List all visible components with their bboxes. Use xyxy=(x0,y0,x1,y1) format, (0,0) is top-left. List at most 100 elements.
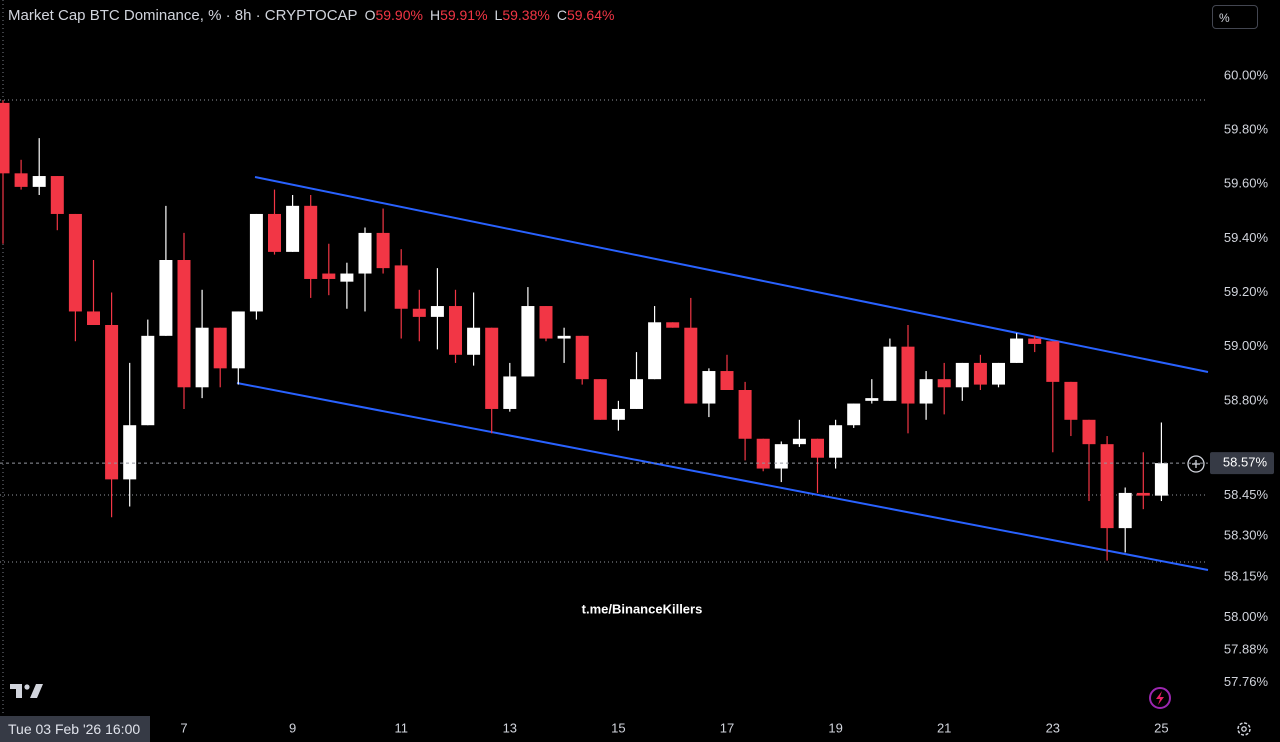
ohlc-key: L xyxy=(494,7,503,23)
x-tick-label: 23 xyxy=(1046,720,1060,735)
candle-body xyxy=(901,346,915,404)
candle-body xyxy=(430,306,444,317)
x-tick-label: 21 xyxy=(937,720,951,735)
y-tick-label: 58.80% xyxy=(1224,392,1269,407)
crosshair-time: Tue 03 Feb '26 16:00 xyxy=(0,716,151,742)
candle-body xyxy=(213,327,227,369)
last-price-box xyxy=(1210,452,1274,475)
y-tick-label: 58.45% xyxy=(1224,487,1269,502)
candle-body xyxy=(268,213,281,252)
y-tick-label: 58.30% xyxy=(1224,528,1269,543)
candle-body xyxy=(141,335,155,426)
candle-body xyxy=(1082,419,1096,445)
candle-body xyxy=(1136,492,1150,496)
x-tick-label: 9 xyxy=(289,720,296,735)
candle-body xyxy=(195,327,209,388)
candle-body xyxy=(1046,341,1060,382)
candle-body xyxy=(376,232,390,269)
candle-body xyxy=(503,376,517,409)
candle-body xyxy=(322,273,336,279)
candle-body xyxy=(231,311,245,369)
candle-body xyxy=(32,176,46,187)
ohlc-value: 59.38% xyxy=(502,7,550,23)
candle-body xyxy=(955,362,969,388)
candle-body xyxy=(738,390,752,439)
candle-body xyxy=(1028,338,1042,344)
candle-body xyxy=(249,213,263,312)
watermark: t.me/BinanceKillers xyxy=(582,601,703,616)
y-tick-label: 58.00% xyxy=(1224,609,1269,624)
channel-upper xyxy=(254,176,1209,373)
candle-body xyxy=(68,213,82,312)
candle-body xyxy=(50,176,64,214)
ohlc-value: 59.91% xyxy=(440,7,488,23)
legend: Market Cap BTC Dominance, % · 8h · CRYPT… xyxy=(8,7,614,24)
candle-body xyxy=(992,362,1005,385)
candle-body xyxy=(811,438,824,458)
y-tick-label: 59.00% xyxy=(1224,338,1269,353)
ohlc-value: 59.90% xyxy=(375,7,423,23)
channel-lower xyxy=(236,382,1209,571)
candle-body xyxy=(449,306,462,355)
candle-body xyxy=(105,325,119,480)
candle-body xyxy=(14,173,28,187)
candle-body xyxy=(684,327,698,404)
candle-body xyxy=(829,425,843,458)
candle-body xyxy=(286,205,300,252)
candle-body xyxy=(593,379,607,420)
candle-body xyxy=(123,425,137,480)
x-tick-label: 17 xyxy=(720,720,734,735)
candle-body xyxy=(883,346,897,401)
ohlc-key: O xyxy=(364,7,376,23)
candle-body xyxy=(177,260,191,388)
candle-body xyxy=(611,408,625,420)
candle-body xyxy=(358,232,372,274)
candle-body xyxy=(394,265,408,309)
y-tick-label: 59.80% xyxy=(1224,121,1269,136)
candle-body xyxy=(0,102,10,174)
candle-body xyxy=(774,444,788,469)
last-price-label: 58.57% xyxy=(1223,455,1268,470)
candle-body xyxy=(865,398,879,401)
ohlc-key: H xyxy=(429,7,441,23)
candle-body xyxy=(919,379,933,404)
candle-body xyxy=(630,379,643,409)
lightning-icon[interactable] xyxy=(1149,687,1171,709)
tv-logo xyxy=(10,684,43,698)
candle-body xyxy=(1118,492,1132,529)
candle-body xyxy=(792,438,806,445)
candle-body xyxy=(720,371,734,390)
x-tick-label: 15 xyxy=(611,720,625,735)
settings-icon[interactable] xyxy=(1237,722,1251,736)
candle-body xyxy=(648,322,662,380)
x-tick-label: 25 xyxy=(1154,720,1168,735)
candle-body xyxy=(87,311,100,325)
y-tick-label: 57.88% xyxy=(1224,641,1269,656)
y-tick-label: 58.15% xyxy=(1224,568,1269,583)
x-tick-label: 7 xyxy=(180,720,187,735)
candle-body xyxy=(159,260,173,336)
ohlc-key: C xyxy=(556,7,567,23)
candle-body xyxy=(340,273,354,282)
x-tick-label: 19 xyxy=(828,720,842,735)
candle-body xyxy=(557,335,571,339)
y-tick-label: 59.20% xyxy=(1224,284,1269,299)
candle-body xyxy=(1100,444,1114,529)
symbol-title: Market Cap BTC Dominance, % · 8h · CRYPT… xyxy=(8,7,358,24)
crosshair-plus[interactable] xyxy=(1187,455,1205,473)
candle-body xyxy=(847,403,861,426)
scale-button[interactable]: % xyxy=(1212,5,1258,29)
candle-body xyxy=(485,327,499,409)
candle-body xyxy=(412,308,426,317)
candle-body xyxy=(539,306,553,339)
candle-body xyxy=(937,379,951,388)
candle-body xyxy=(521,306,535,377)
x-tick-label: 11 xyxy=(394,720,408,735)
y-tick-label: 59.40% xyxy=(1224,230,1269,245)
candle-body xyxy=(666,322,680,328)
candle-body xyxy=(575,335,589,380)
ohlc-value: 59.64% xyxy=(566,7,615,23)
candle-body xyxy=(702,371,716,404)
